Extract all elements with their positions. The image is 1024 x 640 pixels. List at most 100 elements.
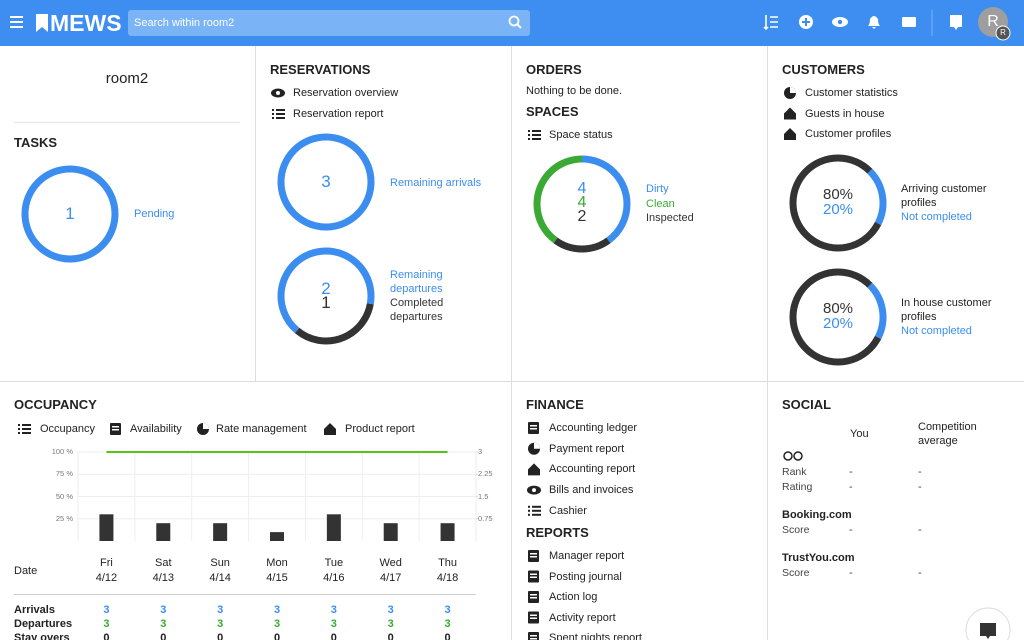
icon <box>528 130 530 132</box>
section-title: CUSTOMERS <box>782 62 865 77</box>
cell-value: 3 <box>160 618 167 630</box>
icon <box>530 594 537 596</box>
ring-value: 80% <box>822 186 854 203</box>
add-icon <box>802 18 810 26</box>
sort-icon[interactable] <box>763 15 778 31</box>
link[interactable]: Reservation overview <box>293 87 399 99</box>
cell-value: 0 <box>217 632 224 640</box>
logo: MEWS <box>50 10 122 36</box>
ring-label[interactable]: Not completed <box>901 325 972 337</box>
cell-value: 3 <box>273 604 281 616</box>
ring-value: 1 <box>65 204 75 223</box>
search-box[interactable] <box>128 10 530 36</box>
icon <box>276 117 285 119</box>
icon <box>784 107 796 120</box>
link[interactable]: Manager report <box>549 550 625 562</box>
tab[interactable]: Product report <box>345 423 415 435</box>
ring-label[interactable]: Not completed <box>901 211 972 223</box>
link[interactable]: Accounting ledger <box>549 422 638 434</box>
link[interactable]: Cashier <box>549 504 587 517</box>
ring-value: 20% <box>822 201 854 218</box>
cell-value: - <box>849 466 853 478</box>
cell-value: 0 <box>160 632 167 640</box>
y-tick-label: 75 % <box>55 469 73 479</box>
link[interactable]: Reservation report <box>293 108 384 120</box>
icon <box>112 429 119 431</box>
cell-value: 3 <box>387 618 394 630</box>
bar <box>156 523 171 541</box>
room-name: room2 <box>105 70 149 87</box>
tab[interactable]: Availability <box>130 423 182 435</box>
link[interactable]: Customer statistics <box>805 87 898 99</box>
icon <box>528 138 530 140</box>
link[interactable]: Spent nights report <box>549 632 642 640</box>
ring-segment <box>277 247 375 345</box>
link[interactable]: Posting journal <box>549 570 622 583</box>
row-label: Rating <box>782 481 813 493</box>
bar <box>440 523 455 541</box>
link[interactable]: Payment report <box>549 442 625 455</box>
menu-icon[interactable] <box>10 26 23 28</box>
ring-label[interactable]: Remaining departures <box>390 269 443 295</box>
icon <box>528 134 530 136</box>
bar <box>270 532 284 541</box>
day-label: Sat <box>155 557 172 569</box>
section-title: OCCUPANCY <box>14 397 97 412</box>
tab[interactable]: Occupancy <box>40 423 96 435</box>
ring-label[interactable]: Pending <box>134 208 175 220</box>
link[interactable]: Action log <box>549 591 598 603</box>
tripadvisor-icon <box>783 451 793 461</box>
icon <box>784 128 796 140</box>
help-icon <box>980 623 996 639</box>
date-label: 4/15 <box>266 572 288 584</box>
date-label: 4/18 <box>436 572 459 584</box>
icon <box>532 130 541 132</box>
messages-icon[interactable] <box>902 17 916 27</box>
link[interactable]: Space status <box>549 129 613 141</box>
day-label: Mon <box>266 557 288 569</box>
ring-label[interactable]: Remaining arrivals <box>390 177 482 189</box>
bar <box>213 523 228 541</box>
link[interactable]: Accounting report <box>549 463 636 476</box>
section-title: SPACES <box>526 104 579 119</box>
cell-value: 0 <box>103 632 110 640</box>
row-label: Score <box>782 524 810 536</box>
icon <box>22 424 31 426</box>
menu-icon[interactable] <box>10 16 23 18</box>
cell-value: - <box>918 466 922 478</box>
ring-value: 1 <box>321 293 331 312</box>
icon <box>534 442 540 449</box>
cell-value: 3 <box>330 618 337 630</box>
icon <box>528 463 540 476</box>
link[interactable]: Activity report <box>549 611 616 624</box>
view-icon <box>837 19 843 25</box>
row-label: Score <box>782 567 810 579</box>
column-header: You <box>850 428 869 440</box>
row-label: Date <box>14 565 38 577</box>
link[interactable]: Guests in house <box>805 107 885 120</box>
search-placeholder: Search within room2 <box>134 17 235 29</box>
cell-value: 0 <box>387 632 394 640</box>
icon <box>532 488 536 493</box>
avatar-initial[interactable]: R <box>987 13 999 30</box>
cell-value: 3 <box>103 618 110 630</box>
ring-value: 2 <box>321 279 331 298</box>
row-label: Rank <box>782 466 807 478</box>
link[interactable]: Bills and invoices <box>549 484 634 497</box>
section-title: FINANCE <box>526 397 584 412</box>
y2-tick-label: 0.75 <box>478 513 493 523</box>
icon <box>530 617 537 619</box>
icon <box>276 91 280 95</box>
tab[interactable]: Rate management <box>216 423 307 435</box>
date-label: 4/14 <box>209 572 231 584</box>
help-icon[interactable] <box>950 15 962 30</box>
cell-value: - <box>918 524 922 536</box>
menu-icon[interactable] <box>10 21 23 23</box>
icon <box>203 423 209 429</box>
link[interactable]: Customer profiles <box>805 128 892 140</box>
day-label: Fri <box>100 557 113 569</box>
search-icon <box>516 23 522 29</box>
cell-value: 0 <box>330 632 337 640</box>
message: Nothing to be done. <box>526 85 623 97</box>
notifications-icon[interactable] <box>868 16 880 29</box>
